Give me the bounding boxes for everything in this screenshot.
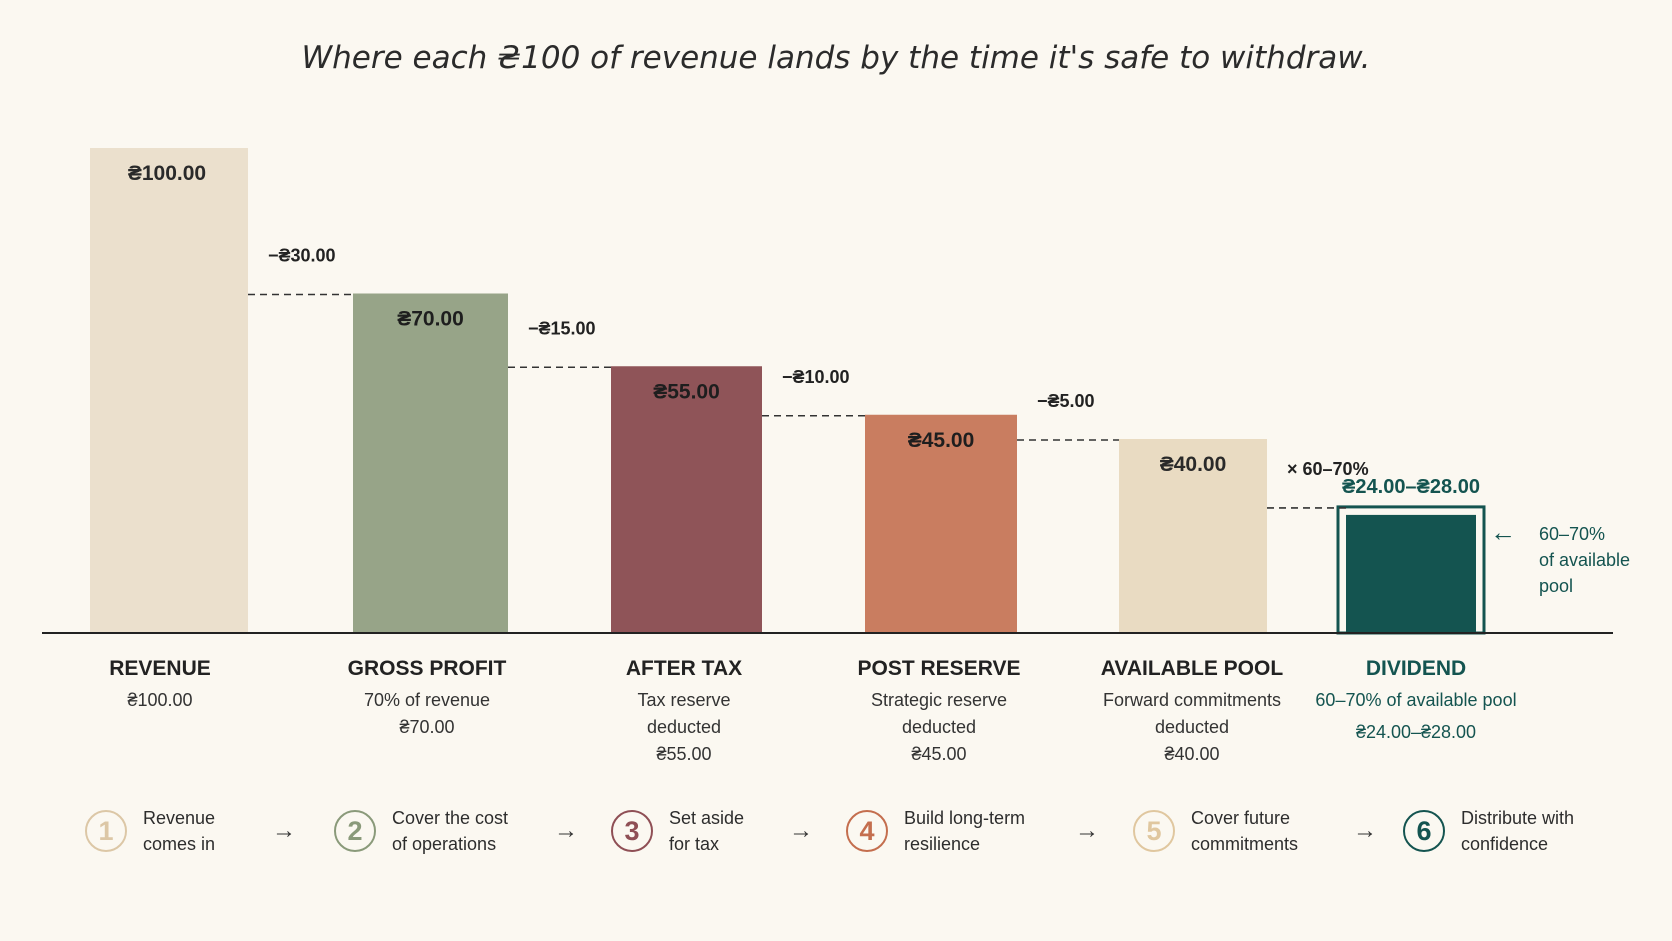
step-description: Set aside for tax (669, 805, 809, 857)
bar-2 (611, 366, 762, 633)
annotation-text: 60–70% (1539, 524, 1605, 544)
step-line-2: comes in (143, 834, 216, 854)
step-4: 4 Build long-term resilience (846, 805, 1044, 857)
delta-label: −₴30.00 (268, 246, 336, 266)
category-description: ₴70.00 (399, 717, 454, 737)
bar-3 (865, 414, 1017, 633)
category-label: DIVIDEND (1366, 657, 1466, 680)
category-description: ₴55.00 (656, 744, 711, 764)
step-line-1: Cover future (1191, 808, 1291, 828)
step-description: Cover future commitments (1191, 805, 1331, 857)
category-label: AVAILABLE POOL (1101, 657, 1284, 680)
bar-value-label: ₴70.00 (397, 308, 464, 331)
step-line-2: confidence (1461, 834, 1549, 854)
step-description: Build long-term resilience (904, 805, 1044, 857)
step-line-2: commitments (1191, 834, 1299, 854)
step-number-badge: 3 (611, 810, 653, 852)
category-description: Tax reserve (637, 690, 730, 710)
step-number-badge: 1 (85, 810, 127, 852)
bar-value-label: ₴45.00 (908, 429, 975, 452)
bar-value-label: ₴55.00 (653, 380, 720, 403)
category-description: ₴100.00 (127, 690, 192, 710)
category-label: REVENUE (109, 657, 211, 680)
step-5: 5 Cover future commitments (1133, 805, 1331, 857)
right-arrow-icon: → (272, 817, 296, 844)
delta-label: −₴15.00 (528, 318, 596, 338)
category-description: 70% of revenue (364, 690, 490, 710)
bar-value-label: ₴40.00 (1160, 453, 1227, 476)
step-line-1: Set aside (669, 808, 745, 828)
chart-title: Where each ₴100 of revenue lands by the … (301, 40, 1371, 76)
step-description: Distribute with confidence (1461, 805, 1601, 857)
bar-value-label: ₴100.00 (128, 162, 206, 185)
step-number-badge: 2 (334, 810, 376, 852)
step-2: 2 Cover the cost of operations (334, 805, 532, 857)
category-description: ₴40.00 (1164, 744, 1219, 764)
right-arrow-icon: → (1353, 817, 1377, 844)
step-1: 1 Revenue comes in (85, 805, 283, 857)
right-arrow-icon: → (1075, 817, 1099, 844)
step-line-1: Cover the cost (392, 808, 509, 828)
category-label: GROSS PROFIT (348, 657, 507, 680)
step-line-2: resilience (904, 834, 981, 854)
step-line-2: of operations (392, 834, 497, 854)
step-description: Cover the cost of operations (392, 805, 532, 857)
category-description: ₴24.00–₴28.00 (1356, 722, 1476, 742)
step-line-1: Build long-term (904, 808, 1026, 828)
category-label: POST RESERVE (858, 657, 1021, 680)
step-number-badge: 4 (846, 810, 888, 852)
left-arrow-icon: ← (1490, 517, 1516, 547)
step-description: Revenue comes in (143, 805, 283, 857)
annotation-text: of available (1539, 550, 1630, 570)
category-description: 60–70% of available pool (1315, 690, 1516, 710)
step-line-2: for tax (669, 834, 720, 854)
bar-1 (353, 293, 508, 633)
right-arrow-icon: → (554, 817, 578, 844)
step-number-badge: 5 (1133, 810, 1175, 852)
category-description: deducted (1155, 717, 1229, 737)
bar-0 (90, 148, 248, 633)
step-number-badge: 6 (1403, 810, 1445, 852)
category-description: Forward commitments (1103, 690, 1281, 710)
bar-4 (1119, 439, 1267, 633)
step-line-1: Revenue (143, 808, 216, 828)
delta-label: −₴5.00 (1037, 391, 1095, 411)
category-description: deducted (902, 717, 976, 737)
right-arrow-icon: → (789, 817, 813, 844)
category-description: deducted (647, 717, 721, 737)
process-steps: 1 Revenue comes in 2 Cover the cost of operat… (0, 805, 1672, 875)
delta-label: × 60–70% (1287, 459, 1369, 479)
bar-value-label: ₴24.00–₴28.00 (1342, 476, 1480, 498)
bar-5 (1346, 514, 1476, 633)
category-description: ₴45.00 (911, 744, 966, 764)
delta-label: −₴10.00 (782, 367, 850, 387)
category-description: Strategic reserve (871, 690, 1007, 710)
step-3: 3 Set aside for tax (611, 805, 809, 857)
step-6: 6 Distribute with confidence (1403, 805, 1601, 857)
category-label: AFTER TAX (626, 657, 742, 680)
step-line-1: Distribute with (1461, 808, 1575, 828)
annotation-text: pool (1539, 576, 1573, 596)
